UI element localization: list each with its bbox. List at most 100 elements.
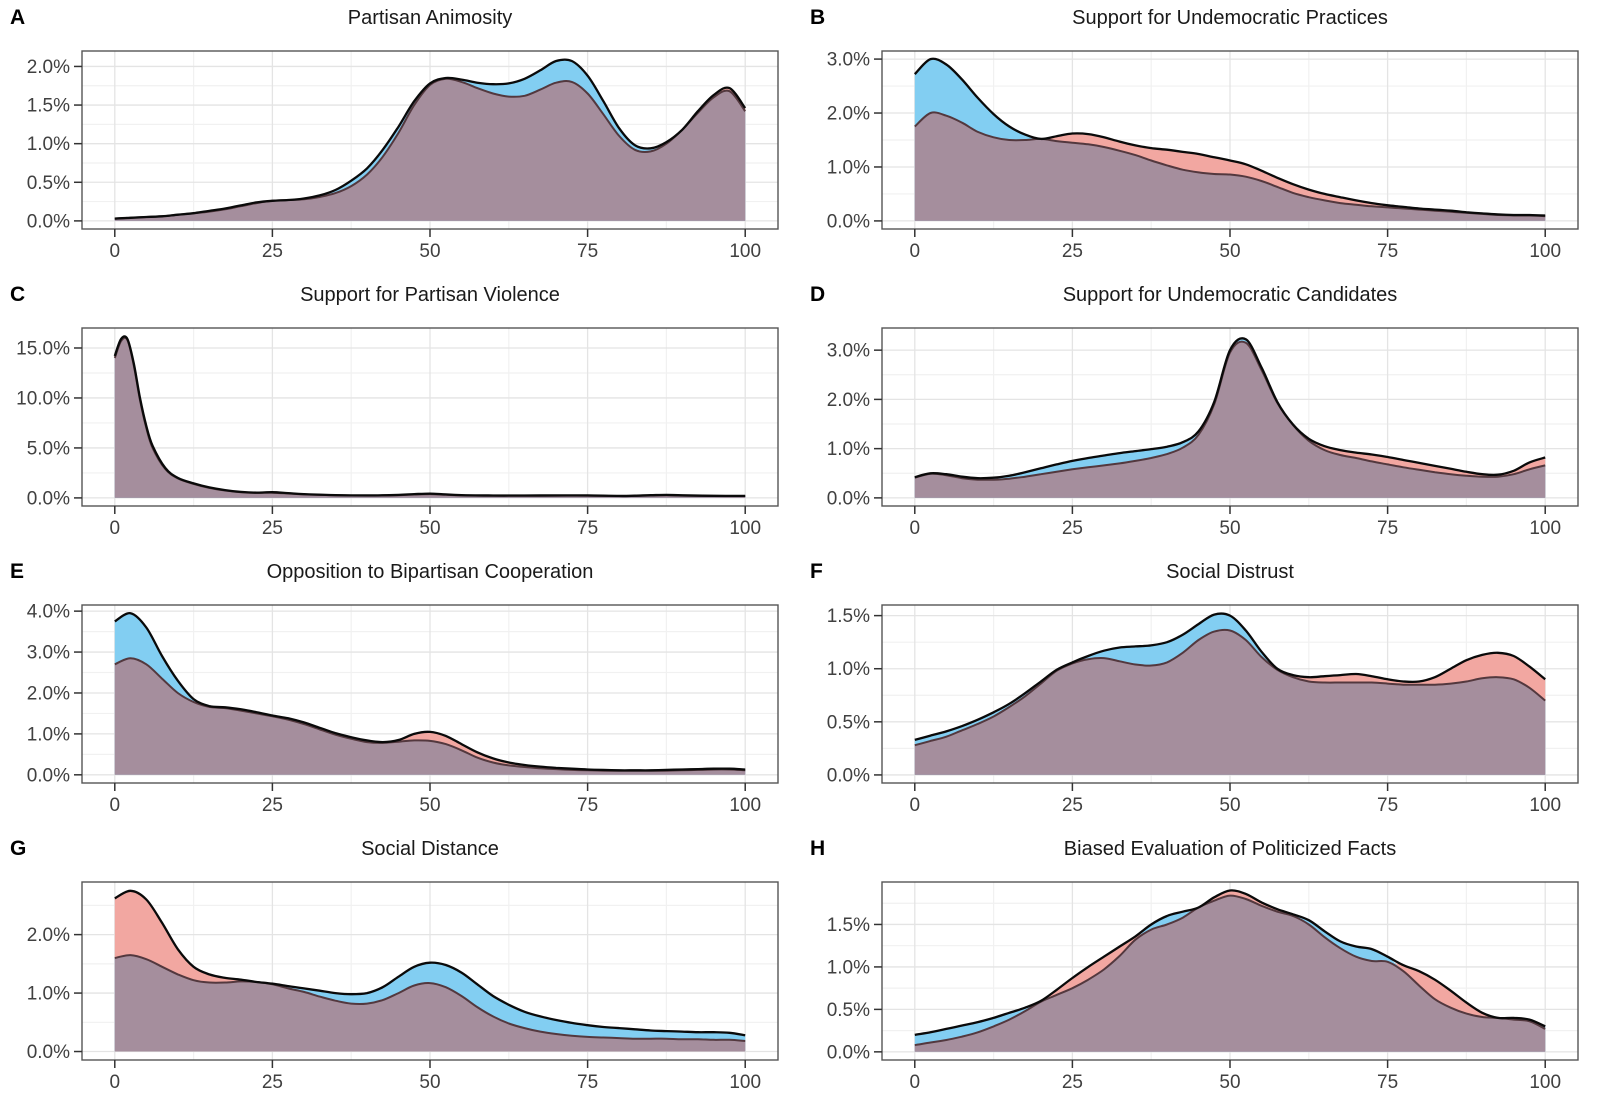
y-tick-label: 0.5% [827, 1000, 870, 1021]
x-tick-label: 100 [729, 795, 761, 816]
panel-title-b: Support for Undemocratic Practices [1072, 7, 1388, 29]
panel-title-g: Social Distance [361, 838, 499, 860]
panel-a: A Partisan Animosity 0.0% 0.5% 1.0% 1.5% 2.0… [0, 0, 800, 277]
panel-e-plot: 0.0% 1.0% 2.0% 3.0% 4.0% 0 25 50 75 100 [27, 602, 779, 816]
panel-title-h: Biased Evaluation of Politicized Facts [1063, 838, 1397, 860]
x-tick-label: 0 [109, 795, 120, 816]
x-tick-label: 100 [1529, 241, 1561, 262]
x-tick-label: 100 [729, 518, 761, 539]
y-tick-label: 15.0% [16, 338, 70, 359]
x-tick-label: 25 [1062, 241, 1083, 262]
x-tick-label: 75 [577, 1072, 598, 1093]
x-tick-label: 100 [729, 241, 761, 262]
panel-letter-h: H [810, 837, 826, 860]
panel-c: C Support for Partisan Violence 0.0% 5.0%… [0, 277, 800, 554]
x-tick-label: 25 [262, 241, 283, 262]
y-tick-label: 0.0% [827, 211, 870, 232]
x-tick-label: 25 [262, 1072, 283, 1093]
y-tick-label: 0.0% [827, 488, 870, 509]
panel-title-c: Support for Partisan Violence [300, 284, 560, 306]
y-tick-label: 1.5% [827, 606, 870, 627]
x-tick-label: 50 [1219, 241, 1240, 262]
x-tick-label: 25 [1062, 518, 1083, 539]
x-tick-label: 0 [109, 518, 120, 539]
y-tick-label: 1.0% [27, 724, 70, 745]
panel-letter-g: G [10, 837, 27, 860]
y-tick-label: 0.0% [27, 488, 70, 509]
panel-g-plot: 0.0% 1.0% 2.0% 0 25 50 75 100 [27, 881, 779, 1093]
y-tick-label: 2.0% [27, 57, 70, 78]
y-tick-label: 0.0% [827, 1042, 870, 1063]
x-tick-label: 50 [419, 518, 440, 539]
x-tick-label: 25 [1062, 1072, 1083, 1093]
panel-letter-a: A [10, 6, 26, 29]
panel-title-a: Partisan Animosity [347, 7, 513, 29]
x-tick-label: 75 [577, 795, 598, 816]
y-tick-label: 1.0% [827, 659, 870, 680]
y-tick-label: 1.0% [827, 439, 870, 460]
x-tick-label: 50 [419, 795, 440, 816]
x-tick-label: 0 [109, 1072, 120, 1093]
panel-g: G Social Distance 0.0% 1.0% 2.0% 0 25 50 75 100 [0, 831, 800, 1108]
y-tick-label: 2.0% [27, 683, 70, 704]
x-tick-label: 75 [577, 241, 598, 262]
panel-letter-e: E [10, 560, 25, 583]
y-tick-label: 0.0% [27, 1042, 70, 1063]
x-tick-label: 75 [1377, 795, 1398, 816]
x-tick-label: 75 [1377, 518, 1398, 539]
y-tick-label: 2.0% [827, 104, 870, 125]
x-tick-label: 100 [1529, 518, 1561, 539]
x-tick-label: 75 [1377, 241, 1398, 262]
x-tick-label: 25 [262, 795, 283, 816]
panel-title-e: Opposition to Bipartisan Cooperation [266, 561, 594, 583]
panel-f: F Social Distrust 0.0% 0.5% 1.0% 1.5% 0 25 50 7… [800, 554, 1600, 831]
panel-letter-b: B [810, 6, 826, 29]
y-tick-label: 3.0% [827, 341, 870, 362]
panel-f-plot: 0.0% 0.5% 1.0% 1.5% 0 25 50 75 100 [827, 604, 1579, 816]
y-tick-label: 10.0% [16, 388, 70, 409]
panel-d: D Support for Undemocratic Candidates 0.… [800, 277, 1600, 554]
y-tick-label: 3.0% [27, 643, 70, 664]
x-tick-label: 0 [909, 241, 920, 262]
y-tick-label: 1.0% [27, 984, 70, 1005]
x-tick-label: 25 [262, 518, 283, 539]
panel-b-plot: 0.0% 1.0% 2.0% 3.0% 0 25 50 75 100 [827, 50, 1579, 262]
panel-h: H Biased Evaluation of Politicized Facts… [800, 831, 1600, 1108]
panel-c-plot: 0.0% 5.0% 10.0% 15.0% 0 25 50 75 100 [16, 327, 779, 539]
y-tick-label: 1.5% [827, 915, 870, 936]
x-tick-label: 0 [909, 1072, 920, 1093]
y-tick-label: 0.5% [27, 173, 70, 194]
panel-letter-c: C [10, 283, 26, 306]
x-tick-label: 75 [1377, 1072, 1398, 1093]
y-tick-label: 2.0% [27, 925, 70, 946]
y-tick-label: 3.0% [827, 50, 870, 71]
y-tick-label: 0.0% [827, 765, 870, 786]
x-tick-label: 50 [419, 241, 440, 262]
panel-b: B Support for Undemocratic Practices 0.0… [800, 0, 1600, 277]
x-tick-label: 50 [1219, 795, 1240, 816]
panel-h-plot: 0.0% 0.5% 1.0% 1.5% 0 25 50 75 100 [827, 881, 1579, 1093]
panel-letter-f: F [810, 560, 823, 583]
x-tick-label: 75 [577, 518, 598, 539]
x-tick-label: 50 [419, 1072, 440, 1093]
y-tick-label: 0.0% [27, 765, 70, 786]
x-tick-label: 100 [1529, 795, 1561, 816]
y-tick-label: 5.0% [27, 438, 70, 459]
x-tick-label: 100 [1529, 1072, 1561, 1093]
panel-d-plot: 0.0% 1.0% 2.0% 3.0% 0 25 50 75 100 [827, 327, 1579, 539]
x-tick-label: 50 [1219, 518, 1240, 539]
y-tick-label: 0.5% [827, 712, 870, 733]
panel-letter-d: D [810, 283, 826, 306]
x-tick-label: 0 [909, 518, 920, 539]
y-tick-label: 4.0% [27, 602, 70, 623]
panel-title-d: Support for Undemocratic Candidates [1062, 284, 1398, 306]
x-tick-label: 25 [1062, 795, 1083, 816]
x-tick-label: 0 [909, 795, 920, 816]
panel-e: E Opposition to Bipartisan Cooperation 0… [0, 554, 800, 831]
x-tick-label: 100 [729, 1072, 761, 1093]
x-tick-label: 50 [1219, 1072, 1240, 1093]
y-tick-label: 1.0% [827, 157, 870, 178]
y-tick-label: 1.0% [27, 134, 70, 155]
panel-title-f: Social Distrust [1166, 561, 1294, 583]
panel-a-plot: 0.0% 0.5% 1.0% 1.5% 2.0% 0 25 50 75 100 [27, 50, 779, 262]
